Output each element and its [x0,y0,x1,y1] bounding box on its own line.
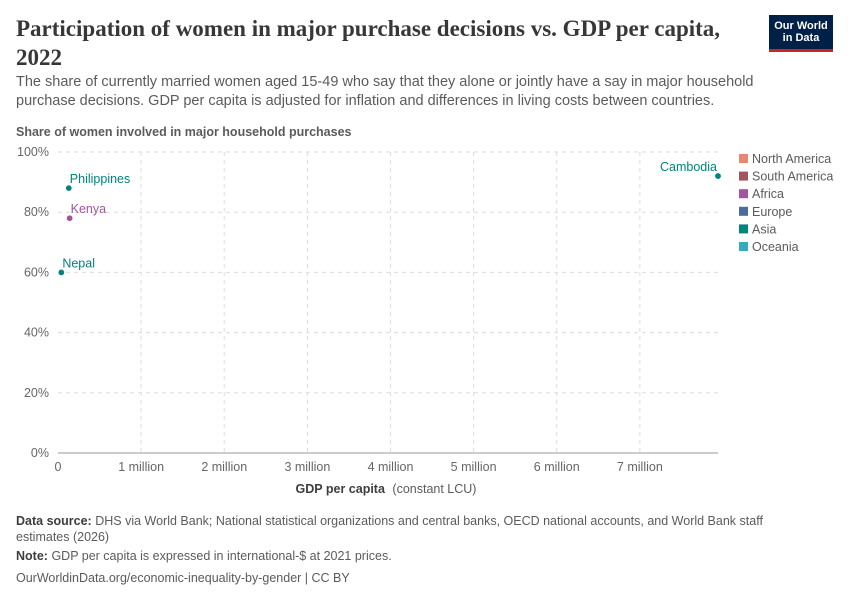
data-point-cambodia[interactable] [714,172,722,180]
y-tick-label: 80% [24,205,49,219]
x-tick-label: 0 [55,460,62,474]
x-tick-label: 3 million [284,460,330,474]
note: Note: GDP per capita is expressed in int… [16,548,816,564]
chart-title: Participation of women in major purchase… [16,16,721,70]
y-tick-label: 20% [24,386,49,400]
data-point-kenya[interactable] [66,214,74,222]
source-label: Data source: [16,514,92,528]
legend-label[interactable]: North America [752,152,831,166]
point-label-nepal: Nepal [62,256,95,270]
legend-label[interactable]: Africa [752,187,784,201]
x-axis-label-main: GDP per capita [296,482,386,496]
x-axis-label-unit: (constant LCU) [392,482,476,496]
logo-line-2: in Data [782,32,820,44]
x-tick-label: 6 million [534,460,580,474]
x-tick-label: 7 million [617,460,663,474]
legend-label[interactable]: South America [752,170,833,184]
point-label-kenya: Kenya [71,202,106,216]
y-tick-label: 40% [24,326,49,340]
y-tick-label: 60% [24,265,49,279]
legend-swatch[interactable] [739,189,748,199]
point-label-philippines: Philippines [70,172,130,186]
y-tick-label: 0% [31,446,49,460]
legend-swatch[interactable] [739,224,748,234]
note-label: Note: [16,549,48,563]
data-source: Data source: DHS via World Bank; Nationa… [16,513,816,545]
legend-label[interactable]: Oceania [752,240,799,254]
x-tick-label: 4 million [368,460,414,474]
legend[interactable]: North America South America Africa Europe As… [739,152,833,254]
point-label-cambodia: Cambodia [660,160,717,174]
legend-swatch[interactable] [739,154,748,163]
logo-line-1: Our World [774,20,828,32]
owid-logo[interactable]: Our World in Data [769,15,833,52]
x-tick-label: 5 million [451,460,497,474]
y-axis-label: Share of women involved in major househo… [16,125,352,139]
legend-swatch[interactable] [739,171,748,181]
source-text: DHS via World Bank; National statistical… [16,514,763,544]
legend-swatch[interactable] [739,242,748,251]
legend-swatch[interactable] [739,206,748,216]
scatter-chart: Share of women involved in major househo… [16,125,833,496]
credit-link[interactable]: OurWorldinData.org/economic-inequality-b… [16,571,350,585]
legend-label[interactable]: Europe [752,205,792,219]
note-text: GDP per capita is expressed in internati… [51,549,392,563]
data-point-philippines[interactable] [65,184,73,192]
y-ticks: 0% 20% 40% 60% 80% 100% [17,145,49,460]
x-tick-label: 1 million [118,460,164,474]
legend-label[interactable]: Asia [752,222,776,236]
grid-lines [58,151,718,453]
data-point-nepal[interactable] [57,268,65,276]
y-tick-label: 100% [17,145,49,159]
x-tick-label: 2 million [201,460,247,474]
x-ticks: 0 1 million 2 million 3 million 4 million 5 m… [55,460,663,474]
x-axis-label: GDP per capita (constant LCU) [296,482,477,496]
data-points: Philippines Kenya Nepal Cambodia [57,160,722,276]
chart-subtitle: The share of currently married women age… [16,74,754,109]
